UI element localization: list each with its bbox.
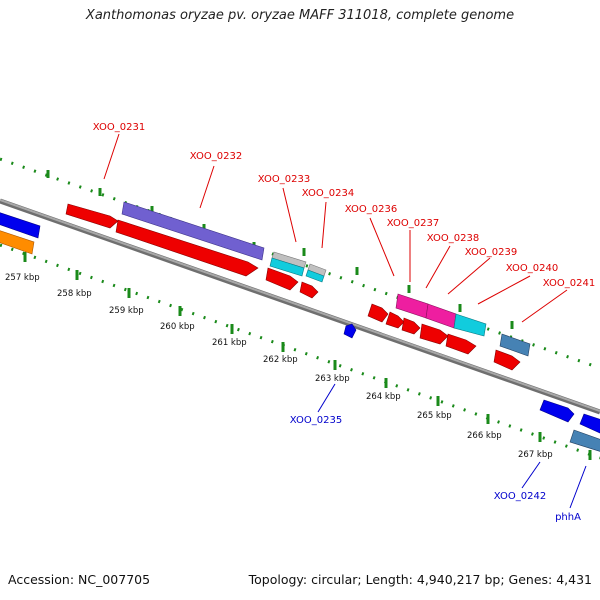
map-title: Xanthomonas oryzae pv. oryzae MAFF 31101… — [85, 8, 515, 23]
gene-xoo-0238-magenta[interactable] — [425, 303, 457, 329]
gene-xoo-0240[interactable] — [499, 333, 531, 357]
gene-blue-right-b[interactable] — [579, 413, 600, 434]
gene-xoo-0239[interactable] — [453, 313, 487, 337]
callout-line-xoo-0238 — [425, 245, 451, 289]
gene-label-xoo-0242[interactable]: XOO_0242 — [494, 491, 546, 502]
gene-label-xoo-0235[interactable]: XOO_0235 — [290, 415, 342, 426]
gene-label-xoo-0241[interactable]: XOO_0241 — [543, 278, 595, 289]
gene-xoo-0235[interactable] — [343, 323, 357, 339]
gene-xoo-0237-red[interactable] — [385, 311, 405, 329]
kbp-label: 264 kbp — [366, 392, 401, 402]
kbp-label: 260 kbp — [160, 322, 195, 332]
callout-line-xoo-0236 — [369, 217, 395, 277]
gene-xoo-0232-purple[interactable] — [121, 201, 265, 261]
gene-xoo-0233-cyan[interactable] — [269, 257, 305, 277]
gene-label-xoo-0240[interactable]: XOO_0240 — [506, 263, 558, 274]
kbp-label: 267 kbp — [518, 450, 553, 460]
gene-xoo-0234-cyan[interactable] — [305, 269, 325, 283]
gene-xoo-0233-red[interactable] — [265, 267, 299, 291]
kbp-label: 263 kbp — [315, 374, 350, 384]
kbp-labels: 257 kbp 258 kbp 259 kbp 260 kbp 261 kbp … — [5, 273, 553, 460]
callout-line-phha — [569, 465, 587, 509]
callout-lines — [103, 133, 587, 509]
callout-line-xoo-0234 — [321, 201, 327, 249]
inner-tick-track — [0, 243, 600, 460]
accession-text: Accession: NC_007705 — [8, 572, 151, 587]
gene-xoo-0240-red[interactable] — [445, 333, 477, 355]
gene-label-xoo-0233[interactable]: XOO_0233 — [258, 174, 310, 185]
backbone-highlight — [0, 199, 600, 412]
callout-line-xoo-0239 — [447, 257, 491, 295]
gene-labels: XOO_0231 XOO_0232 XOO_0233 XOO_0234 XOO_… — [93, 122, 595, 523]
gene-xoo-0238-red[interactable] — [401, 317, 421, 335]
outer-major-ticks — [46, 170, 514, 329]
gene-xoo-0234-red[interactable] — [299, 281, 319, 299]
kbp-label: 266 kbp — [467, 431, 502, 441]
callout-line-xoo-0240 — [477, 275, 531, 305]
gene-xoo-0239-red[interactable] — [419, 323, 449, 345]
outer-tick-track — [0, 157, 600, 370]
callout-line-xoo-0241 — [521, 289, 568, 323]
gene-label-phha[interactable]: phhA — [555, 512, 581, 523]
gene-xoo-0237-magenta[interactable] — [395, 293, 429, 319]
kbp-label: 257 kbp — [5, 273, 40, 283]
callout-line-xoo-0232 — [199, 165, 215, 209]
gene-xoo-0242[interactable] — [569, 429, 600, 452]
callout-line-xoo-0231 — [103, 133, 120, 180]
gene-xoo-0232-red[interactable] — [115, 219, 259, 277]
gene-label-xoo-0234[interactable]: XOO_0234 — [302, 188, 354, 199]
inner-major-ticks — [23, 252, 592, 460]
callout-line-xoo-0233 — [282, 187, 297, 243]
gene-label-xoo-0232[interactable]: XOO_0232 — [190, 151, 242, 162]
gene-orange-left[interactable] — [0, 230, 35, 255]
gene-features — [0, 201, 600, 452]
kbp-label: 262 kbp — [263, 355, 298, 365]
gene-xoo-0241[interactable] — [493, 349, 521, 371]
gene-label-xoo-0238[interactable]: XOO_0238 — [427, 233, 479, 244]
kbp-label: 259 kbp — [109, 306, 144, 316]
gene-xoo-0236[interactable] — [367, 303, 389, 323]
kbp-label: 258 kbp — [57, 289, 92, 299]
gene-blue-left[interactable] — [0, 212, 41, 239]
callout-line-xoo-0242 — [521, 461, 541, 489]
gene-label-xoo-0236[interactable]: XOO_0236 — [345, 204, 397, 215]
summary-text: Topology: circular; Length: 4,940,217 bp… — [248, 572, 592, 587]
gene-label-xoo-0239[interactable]: XOO_0239 — [465, 247, 517, 258]
gene-label-xoo-0237[interactable]: XOO_0237 — [387, 218, 439, 229]
gene-label-xoo-0231[interactable]: XOO_0231 — [93, 122, 145, 133]
kbp-label: 265 kbp — [417, 411, 452, 421]
kbp-label: 261 kbp — [212, 338, 247, 348]
callout-line-xoo-0235 — [317, 383, 336, 413]
gene-blue-right-a[interactable] — [539, 399, 575, 423]
gene-xoo-0231[interactable] — [65, 203, 119, 229]
